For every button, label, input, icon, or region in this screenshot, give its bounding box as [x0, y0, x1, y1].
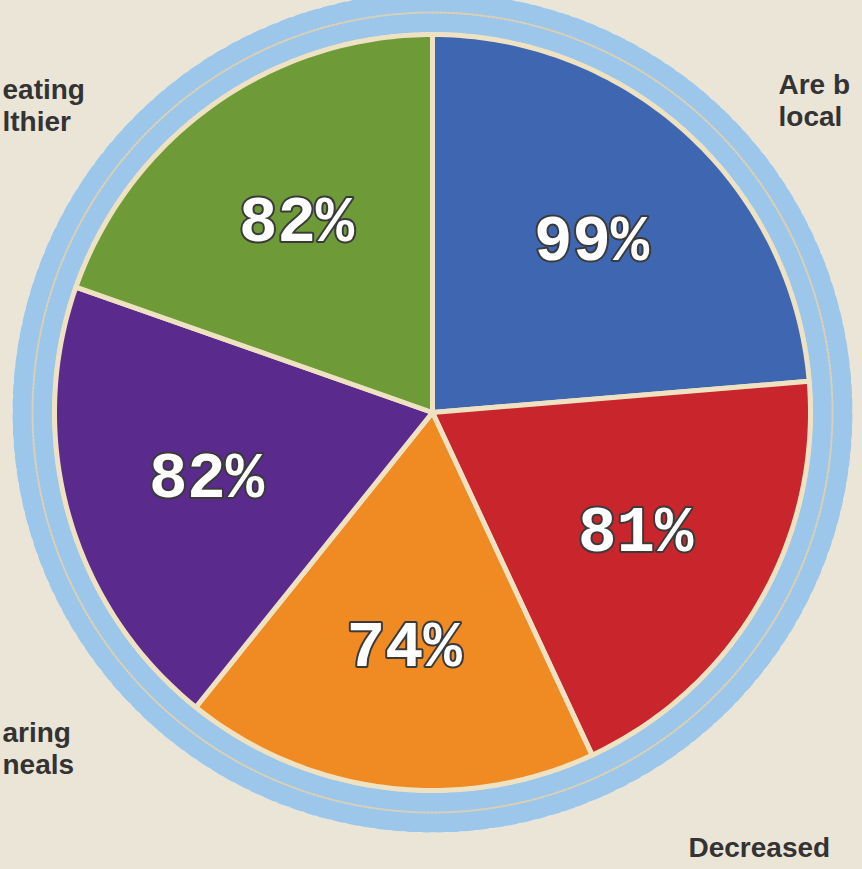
svg-text:lthier: lthier [3, 106, 72, 137]
svg-text:81%: 81% [578, 498, 694, 570]
svg-text:74%: 74% [347, 613, 463, 685]
svg-text:eating: eating [3, 74, 85, 105]
svg-text:aring: aring [3, 717, 71, 748]
svg-text:99%: 99% [534, 207, 650, 279]
svg-text:Are b: Are b [779, 69, 851, 100]
svg-text:Decreased: Decreased [689, 832, 831, 863]
svg-text:neals: neals [3, 749, 75, 780]
svg-text:82%: 82% [239, 188, 355, 260]
svg-text:82%: 82% [149, 444, 265, 516]
svg-text:local: local [779, 101, 843, 132]
